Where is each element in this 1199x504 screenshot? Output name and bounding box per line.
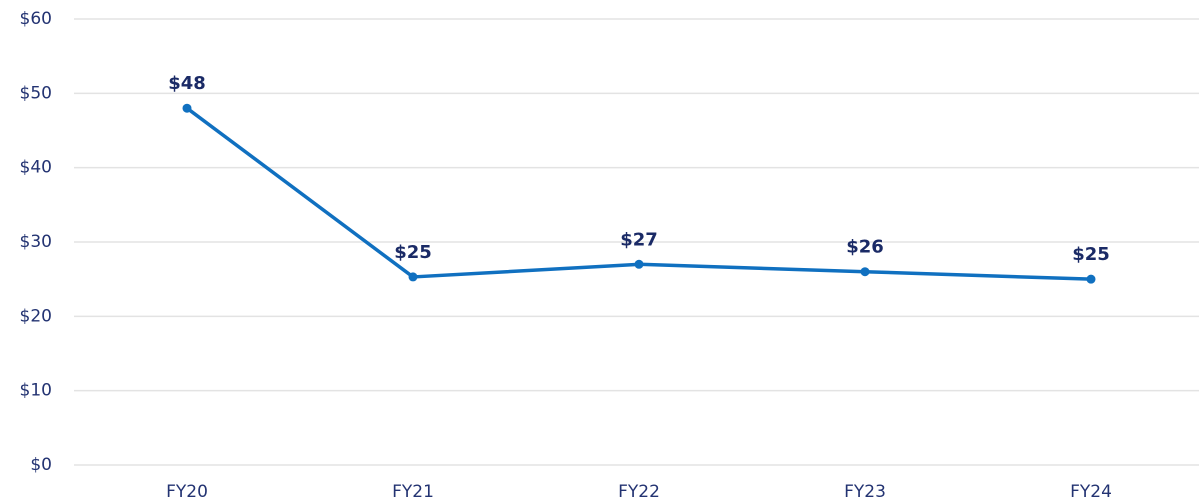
point <box>634 259 644 269</box>
y-tick-label: $20 <box>20 306 52 326</box>
x-tick-label: FY21 <box>392 482 434 502</box>
data-label: $25 <box>1072 244 1110 265</box>
y-tick-label: $30 <box>20 232 52 252</box>
x-tick-label: FY20 <box>166 482 208 502</box>
y-tick-label: $40 <box>20 158 52 178</box>
point <box>1086 274 1096 284</box>
x-tick-label: FY24 <box>1070 482 1112 502</box>
data-label: $25 <box>394 242 432 263</box>
point <box>182 103 192 113</box>
point <box>408 272 418 282</box>
x-tick-label: FY23 <box>844 482 886 502</box>
y-tick-label: $50 <box>20 83 52 103</box>
data-label: $26 <box>846 237 884 258</box>
y-tick-label: $10 <box>20 381 52 401</box>
data-label: $27 <box>620 229 658 250</box>
point <box>860 267 870 277</box>
y-tick-label: $0 <box>30 455 52 475</box>
line <box>185 106 1092 281</box>
x-tick-label: FY22 <box>618 482 660 502</box>
data-label: $48 <box>168 73 206 94</box>
y-tick-label: $60 <box>20 9 52 29</box>
